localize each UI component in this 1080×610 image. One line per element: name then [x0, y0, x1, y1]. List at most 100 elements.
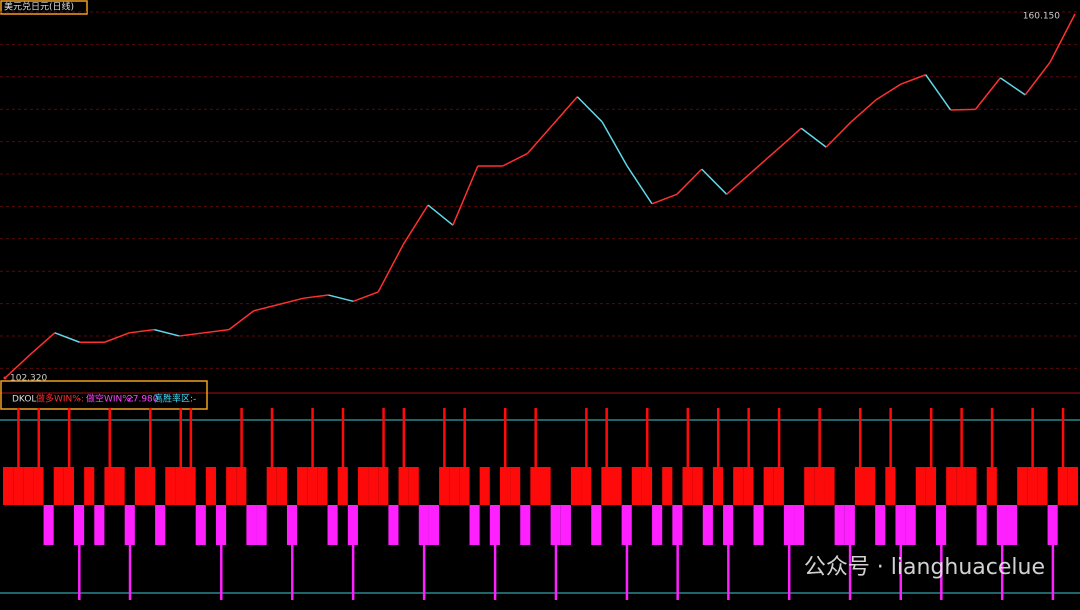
price-segment: [278, 297, 304, 306]
signal-bar: [889, 408, 892, 505]
signal-bar: [291, 505, 294, 600]
signal-block: [854, 467, 866, 505]
signal-block: [783, 505, 795, 545]
price-segment: [850, 99, 877, 123]
price-segment: [676, 168, 703, 195]
signal-bar: [520, 505, 531, 545]
signal-bar: [240, 408, 243, 505]
signal-bar: [662, 467, 673, 505]
watermark: 公众号 · lianghuacelue: [804, 555, 1045, 580]
signal-block: [895, 505, 906, 545]
signal-bar: [605, 408, 608, 505]
price-segment: [900, 74, 926, 85]
signal-bar: [469, 505, 480, 545]
signal-bar: [929, 408, 933, 505]
signal-block: [307, 467, 318, 505]
signal-block: [844, 505, 855, 545]
signal-bar: [753, 505, 764, 545]
signal-bar: [818, 408, 821, 505]
signal-bar: [270, 408, 274, 505]
signal-block: [13, 467, 24, 505]
signal-block: [723, 505, 734, 545]
signal-bar: [905, 505, 916, 545]
price-segment: [54, 332, 80, 343]
signal-bar: [686, 408, 690, 505]
signal-bar: [692, 467, 703, 505]
signal-block: [73, 505, 85, 545]
signal-bar: [205, 467, 216, 505]
signal-bar: [134, 467, 145, 505]
signal-block: [33, 467, 44, 505]
signal-block: [814, 467, 825, 505]
price-segment: [1049, 13, 1076, 63]
price-segment: [402, 204, 429, 246]
signal-bar: [534, 408, 537, 505]
short-value: 27.980: [127, 395, 159, 405]
signal-block: [621, 505, 632, 545]
signal-bar: [78, 505, 81, 600]
price-segment: [154, 328, 180, 337]
signal-block: [936, 505, 947, 545]
signal-block: [773, 467, 784, 505]
signal-block: [743, 467, 754, 505]
signal-block: [682, 467, 693, 505]
price-segment: [253, 303, 279, 312]
price-segment: [775, 127, 802, 151]
signal-block: [499, 467, 511, 505]
price-segment: [328, 294, 354, 303]
signal-bar: [848, 505, 852, 600]
signal-bar: [149, 408, 152, 505]
signal-bar: [357, 467, 369, 505]
signal-bar: [990, 408, 994, 505]
signal-block: [124, 505, 135, 545]
price-low-label: 102.320: [10, 374, 47, 384]
signal-bar: [865, 467, 876, 505]
signal-bar: [195, 505, 206, 545]
signal-bar: [402, 408, 406, 505]
signal-bar: [220, 505, 223, 600]
signal-bar: [834, 505, 845, 545]
signal-bar: [155, 505, 166, 545]
signal-block: [996, 505, 1008, 545]
signal-bar: [733, 467, 744, 505]
price-segment: [751, 149, 777, 173]
signal-bar: [84, 467, 95, 505]
signal-block: [337, 467, 348, 505]
price-segment: [377, 244, 404, 293]
price-segment: [999, 77, 1026, 96]
price-segment: [974, 77, 1001, 110]
signal-block: [418, 505, 429, 545]
signal-bar: [631, 467, 642, 505]
price-segment: [104, 332, 130, 343]
signal-block: [286, 505, 298, 545]
signal-bar: [716, 408, 720, 505]
signal-block: [1027, 467, 1038, 505]
price-segment: [452, 165, 479, 226]
signal-bar: [504, 408, 507, 505]
signal-bar: [327, 505, 338, 545]
price-segment: [601, 121, 628, 167]
signal-bar: [858, 408, 862, 505]
signal-block: [347, 505, 358, 545]
price-segment: [203, 328, 230, 334]
signal-block: [63, 467, 74, 505]
signal-bar: [449, 467, 460, 505]
signal-bar: [3, 467, 14, 505]
signal-bar: [570, 467, 582, 505]
indicator-box: [0, 380, 208, 410]
signal-block: [601, 467, 612, 505]
signal-block: [459, 467, 470, 505]
signal-bar: [875, 505, 886, 545]
signal-block: [925, 467, 937, 505]
signal-bar: [422, 505, 426, 600]
signal-bar: [351, 505, 355, 600]
signal-bar: [946, 467, 957, 505]
signal-bar: [226, 467, 237, 505]
long-value: -: [78, 395, 81, 405]
signal-bar: [408, 467, 419, 505]
signal-block: [986, 467, 997, 505]
price-segment: [179, 332, 205, 337]
signal-bar: [276, 467, 287, 505]
signal-bar: [585, 408, 588, 505]
